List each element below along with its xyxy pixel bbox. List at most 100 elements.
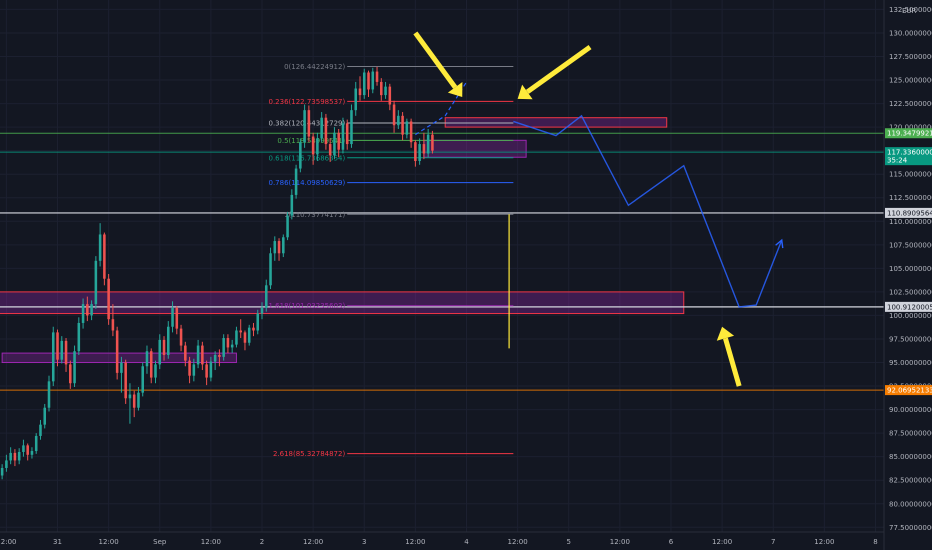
candle-body — [175, 307, 179, 329]
candle-body — [145, 351, 149, 367]
candle-body — [5, 460, 8, 468]
candle-body — [299, 142, 302, 169]
time-tick-label: 12:00 — [508, 538, 528, 546]
price-tick-label: 90.00000000 — [889, 406, 932, 414]
time-tick-label: 3 — [362, 538, 366, 546]
candle-body — [341, 123, 345, 150]
candle-body — [9, 452, 12, 461]
candle-body — [303, 110, 306, 143]
price-tick-label: 80.00000000 — [889, 500, 932, 508]
horizontal-levels — [0, 132, 884, 391]
candle-body — [247, 327, 251, 343]
candle-body — [39, 424, 42, 436]
price-axis[interactable]: 132.50000000 130.00000000 127.50000000 125.… — [883, 0, 932, 550]
candle-body — [362, 72, 366, 96]
candle-body — [13, 452, 17, 461]
candle-body — [137, 392, 140, 408]
candle-body — [375, 71, 379, 82]
fib-label: 0.5(118.58999541) — [277, 137, 345, 145]
candle-body — [235, 330, 238, 345]
price-tick-label: 87.50000000 — [889, 430, 932, 438]
yellow-arrow-head — [517, 84, 533, 100]
zone-rect — [0, 291, 685, 315]
time-tick-label: 12:00 — [201, 538, 221, 546]
price-tags: 119.34799214 117.3360000035:24 110.8909564… — [885, 128, 932, 396]
candle-body — [311, 136, 315, 155]
candle-body — [256, 313, 260, 331]
candle-body — [179, 328, 183, 346]
time-tick-label: 12:00 — [0, 538, 16, 546]
candle-body — [367, 72, 370, 90]
fib-label: 2.618(85.32784872) — [273, 450, 346, 458]
projection-path — [513, 114, 783, 308]
candle-body — [111, 319, 115, 331]
candle-body — [124, 362, 127, 399]
time-tick-label: 12:00 — [99, 538, 119, 546]
candle-body — [107, 278, 110, 320]
yellow-arrows — [413, 31, 742, 387]
zone-rect — [1, 352, 237, 364]
time-tick-label: 8 — [873, 538, 877, 546]
fib-label: 1.618(101.03235603) — [268, 302, 345, 310]
price-tick-label: 132.50000000 — [889, 6, 932, 14]
candle-body — [162, 339, 166, 355]
candle-body — [64, 340, 68, 365]
time-tick-label: 4 — [464, 538, 469, 546]
candle-body — [397, 115, 400, 126]
projection-dashed — [415, 81, 468, 136]
candle-body — [252, 327, 255, 331]
candle-body — [320, 117, 323, 139]
chart-grid — [0, 0, 884, 532]
time-axis[interactable]: 12:00 31 12:00 Sep 12:00 2 12:00 3 12:00 4 12:00 5 1… — [0, 531, 884, 546]
yellow-arrow-shaft — [413, 31, 458, 89]
price-tick-label: 85.00000000 — [889, 453, 932, 461]
candle-body — [81, 304, 85, 323]
price-tick-label: 125.00000000 — [889, 77, 932, 85]
candle-body — [98, 234, 102, 261]
candle-body — [243, 332, 247, 343]
candle-body — [273, 241, 277, 254]
candle-body — [77, 322, 81, 352]
candle-body — [94, 260, 98, 305]
candle-body — [324, 117, 328, 145]
candle-body — [154, 364, 157, 378]
candle-body — [103, 234, 106, 279]
candle-body — [239, 330, 242, 333]
time-tick-label: Sep — [153, 538, 167, 546]
price-tick-label: 107.50000000 — [889, 241, 932, 249]
candle-body — [86, 304, 89, 316]
price-tick-label: 112.50000000 — [889, 194, 932, 202]
candle-body — [418, 144, 421, 162]
candle-body — [384, 86, 387, 96]
candle-body — [307, 110, 311, 137]
yellow-arrow-shaft — [723, 337, 742, 387]
candle-body — [405, 121, 409, 135]
candle-body — [60, 340, 64, 360]
fib-label: 1(110.73774171) — [284, 211, 345, 219]
price-tick-label: 97.50000000 — [889, 335, 932, 343]
candle-body — [73, 351, 76, 384]
candle-body — [294, 168, 298, 195]
time-tick-label: 12:00 — [814, 538, 834, 546]
price-tick-label: 120.00000000 — [889, 124, 932, 132]
candle-body — [205, 364, 208, 378]
price-tick-label: 127.50000000 — [889, 53, 932, 61]
candle-body — [192, 364, 196, 376]
price-tag-box — [885, 385, 932, 396]
time-tick-label: 12:00 — [712, 538, 732, 546]
time-tick-label: 7 — [771, 538, 775, 546]
candle-body — [196, 345, 200, 365]
fib-label: 0.786(114.09850629) — [268, 179, 345, 187]
time-tick-label: 5 — [567, 538, 571, 546]
yellow-arrow-head — [716, 326, 735, 341]
price-tag-label: 117.33600000 — [887, 149, 932, 157]
candle-body — [115, 330, 119, 373]
price-tag-box — [885, 147, 932, 166]
candle-body — [184, 345, 187, 361]
candle-body — [90, 304, 93, 316]
price-tick-label: 77.50000000 — [889, 524, 932, 532]
price-tag-label: 92.06952133 — [887, 387, 932, 395]
candle-body — [17, 451, 21, 461]
candle-body — [371, 71, 375, 90]
